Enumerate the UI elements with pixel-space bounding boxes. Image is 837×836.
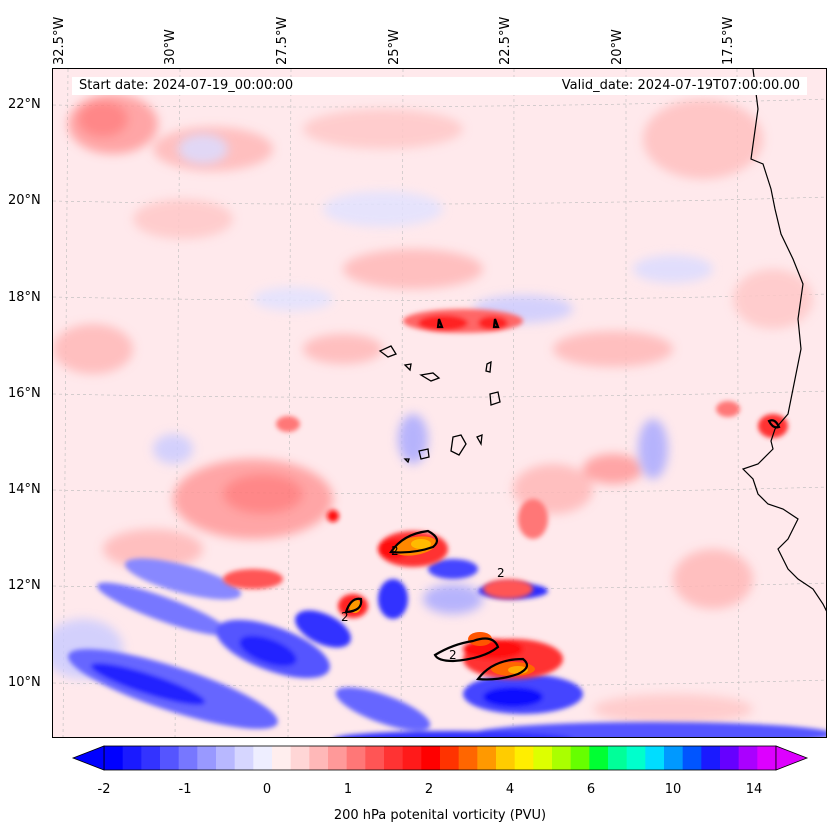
colorbar-cell (440, 746, 460, 770)
colorbar-cell (365, 746, 385, 770)
lat-label-14n: 14°N (8, 482, 41, 497)
lat-label-22n: 22°N (8, 97, 41, 112)
colorbar-min-arrow (71, 745, 105, 771)
colorbar-cell (160, 746, 180, 770)
contour-label-2: 2 (341, 610, 349, 624)
colorbar-cell (346, 746, 366, 770)
colorbar-cell (552, 746, 572, 770)
valid-date-label: Valid_date: 2024-07-19T07:00:00.00 (561, 78, 800, 93)
colorbar-cell (234, 746, 254, 770)
colorbar-cell (141, 746, 161, 770)
lon-label-32-5w: 32.5°W (52, 16, 67, 65)
colorbar-border (103, 745, 777, 771)
lon-label-22-5w: 22.5°W (498, 16, 513, 65)
colorbar-cell (309, 746, 329, 770)
colorbar-cell (738, 746, 758, 770)
lat-label-12n: 12°N (8, 578, 41, 593)
lon-label-27-5w: 27.5°W (275, 16, 290, 65)
contour-label-1: 2 (391, 544, 399, 558)
cape-verde-islands (378, 345, 501, 464)
colorbar-tick-neg2: -2 (97, 782, 111, 797)
colorbar-cells (103, 745, 777, 771)
colorbar-tick-neg1: -1 (178, 782, 192, 797)
colorbar-tick-2: 2 (424, 782, 434, 797)
contour-label-3: 2 (449, 648, 457, 662)
lat-label-16n: 16°N (8, 386, 41, 401)
lon-label-30w: 30°W (163, 29, 178, 65)
colorbar-label: 200 hPa potenital vorticity (PVU) (333, 808, 547, 823)
pv-background-features (53, 94, 813, 724)
colorbar-cell (533, 746, 553, 770)
lat-label-10n: 10°N (8, 675, 41, 690)
start-date-label: Start date: 2024-07-19_00:00:00 (79, 78, 294, 93)
colorbar-tick-0: 0 (262, 782, 272, 797)
colorbar-cell (328, 746, 348, 770)
lon-label-25w: 25°W (387, 29, 402, 65)
colorbar-cell (122, 746, 142, 770)
colorbar-cell (197, 746, 217, 770)
title-background (72, 77, 807, 95)
colorbar-cell (608, 746, 628, 770)
pv-field-map: 2 2 2 2 (53, 69, 826, 737)
colorbar-tick-1: 1 (343, 782, 353, 797)
colorbar-tick-14: 14 (745, 782, 763, 797)
colorbar-cell (384, 746, 404, 770)
lon-label-20w: 20°W (610, 29, 625, 65)
colorbar-cell (626, 746, 646, 770)
colorbar-tick-6: 6 (586, 782, 596, 797)
map-panel: 2 2 2 2 (52, 68, 827, 738)
colorbar-cell (402, 746, 422, 770)
colorbar-cell (104, 746, 124, 770)
africa-coastline (741, 69, 826, 612)
colorbar-cell (682, 746, 702, 770)
colorbar-cell (757, 746, 777, 770)
colorbar-cell (496, 746, 516, 770)
colorbar-cell (458, 746, 478, 770)
lat-label-20n: 20°N (8, 193, 41, 208)
colorbar-cell (253, 746, 273, 770)
pv-maxima (349, 536, 535, 676)
contour-label-4: 2 (497, 566, 505, 580)
colorbar-cell (216, 746, 236, 770)
colorbar-cell (645, 746, 665, 770)
colorbar-tick-10: 10 (664, 782, 682, 797)
colorbar-cell (514, 746, 534, 770)
pv-2-contours (344, 318, 781, 681)
lat-label-18n: 18°N (8, 290, 41, 305)
colorbar-cell (477, 746, 497, 770)
lon-label-17-5w: 17.5°W (721, 16, 736, 65)
colorbar-cell (720, 746, 740, 770)
colorbar-cell (701, 746, 721, 770)
colorbar-cell (178, 746, 198, 770)
colorbar-cell (421, 746, 441, 770)
colorbar-cell (664, 746, 684, 770)
colorbar-cell (570, 746, 590, 770)
colorbar-cell (589, 746, 609, 770)
colorbar-cell (290, 746, 310, 770)
colorbar-cell (272, 746, 292, 770)
colorbar-max-arrow (775, 745, 809, 771)
colorbar-tick-4: 4 (505, 782, 515, 797)
